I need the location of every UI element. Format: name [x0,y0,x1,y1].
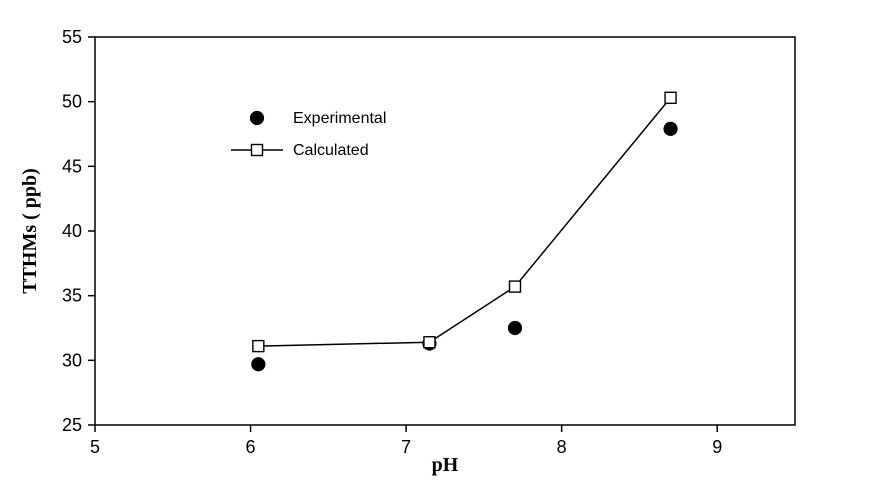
y-tick-label: 50 [62,92,82,112]
legend-marker-calculated [250,143,264,157]
x-axis-label: pH [431,454,459,476]
calculated-point [252,339,265,353]
calculated-point [423,336,436,349]
plot-frame [94,36,796,426]
calculated-point [664,91,677,104]
x-tick-label: 8 [557,437,567,457]
y-tick-label: 35 [62,286,82,306]
y-tick-label: 30 [62,350,82,370]
y-axis-label: TTHMs ( ppb) [19,168,41,294]
legend-label-experimental: Experimental [293,110,386,127]
y-tick-label: 25 [62,415,82,435]
x-tick-label: 7 [401,437,411,457]
experimental-point [507,320,523,336]
experimental-point [663,121,678,136]
y-tick-label: 55 [62,27,82,47]
x-tick-label: 5 [90,437,100,457]
x-tick-label: 9 [712,437,722,457]
x-tick-label: 6 [246,437,256,457]
legend-label-calculated: Calculated [293,142,369,159]
calculated-point [508,280,522,293]
legend-marker-experimental [249,110,265,126]
y-tick-label: 45 [62,156,82,176]
calculated-line [258,97,672,347]
experimental-point [251,357,266,372]
y-tick-label: 40 [62,221,82,241]
